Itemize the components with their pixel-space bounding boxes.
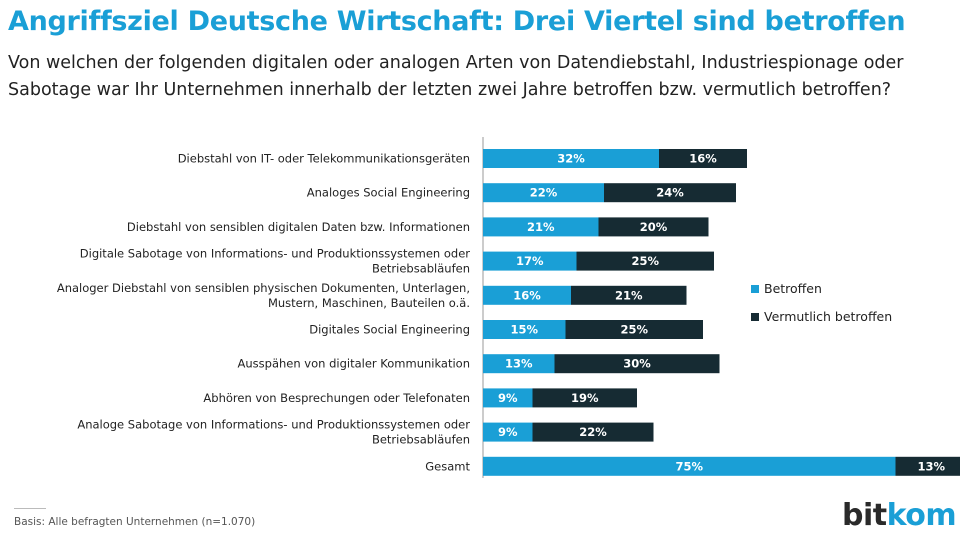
data-label: 16% — [689, 152, 717, 166]
bar-betroffen — [483, 320, 566, 339]
bar-vermutlich-betroffen — [598, 217, 709, 237]
category-label: Diebstahl von sensiblen digitalen Daten … — [127, 220, 470, 234]
category-label: Diebstahl von IT- oder Telekommunikation… — [178, 152, 470, 166]
legend-label: Betroffen — [764, 281, 822, 296]
bitkom-logo: bitkom — [842, 498, 957, 533]
category-label: Digitale Sabotage von Informations- und … — [80, 247, 470, 276]
category-label-line: Digitales Social Engineering — [309, 323, 470, 337]
category-label: Abhören von Besprechungen oder Telefonat… — [203, 391, 470, 405]
data-label: 13% — [917, 459, 945, 473]
data-label: 21% — [527, 220, 555, 234]
category-label-line: Abhören von Besprechungen oder Telefonat… — [203, 391, 470, 405]
bar-vermutlich-betroffen — [895, 456, 960, 476]
chart-title: Angriffsziel Deutsche Wirtschaft: Drei V… — [8, 6, 906, 37]
data-label: 22% — [579, 425, 607, 439]
bar-vermutlich-betroffen — [532, 388, 637, 408]
category-label-line: Mustern, Maschinen, Bauteilen o.ä. — [268, 296, 470, 310]
bar-vermutlich-betroffen — [604, 183, 736, 203]
bar-vermutlich-betroffen — [565, 320, 703, 339]
bar-betroffen — [483, 285, 571, 305]
category-label: Gesamt — [425, 459, 470, 473]
data-label: 22% — [530, 186, 558, 200]
data-label: 9% — [498, 391, 518, 405]
footer-basis: Basis: Alle befragten Unternehmen (n=1.0… — [14, 516, 256, 528]
data-label: 15% — [510, 323, 538, 337]
category-label: Analoge Sabotage von Informations- und P… — [77, 418, 470, 447]
bar-betroffen — [483, 422, 533, 442]
data-label: 32% — [557, 152, 585, 166]
bar-betroffen — [483, 456, 896, 476]
footer-divider — [14, 508, 46, 509]
category-label-line: Analoge Sabotage von Informations- und P… — [77, 418, 470, 432]
data-label: 13% — [505, 357, 533, 371]
chart-subtitle: Von welchen der folgenden digitalen oder… — [8, 53, 904, 100]
data-label: 75% — [675, 459, 703, 473]
category-label: Analoger Diebstahl von sensiblen physisc… — [57, 281, 470, 310]
bar-betroffen — [483, 388, 533, 408]
bar-betroffen — [483, 217, 599, 237]
data-label: 20% — [640, 220, 668, 234]
data-label: 24% — [656, 186, 684, 200]
category-label: Ausspähen von digitaler Kommunikation — [238, 357, 471, 371]
category-label-line: Gesamt — [425, 459, 470, 473]
bar-vermutlich-betroffen — [554, 354, 720, 374]
data-label: 16% — [513, 288, 541, 302]
bar-vermutlich-betroffen — [659, 149, 747, 168]
category-label-line: Analoger Diebstahl von sensiblen physisc… — [57, 281, 470, 295]
legend-label: Vermutlich betroffen — [764, 309, 892, 324]
bar-betroffen — [483, 251, 577, 271]
bar-vermutlich-betroffen — [532, 422, 654, 442]
category-label: Analoges Social Engineering — [307, 186, 470, 200]
category-label-line: Betriebsabläufen — [372, 262, 470, 276]
bar-betroffen — [483, 149, 659, 168]
bar-vermutlich-betroffen — [571, 285, 687, 305]
category-label: Digitales Social Engineering — [309, 323, 470, 337]
data-label: 25% — [631, 254, 659, 268]
data-label: 17% — [516, 254, 544, 268]
bar-betroffen — [483, 354, 555, 374]
bar-betroffen — [483, 183, 604, 203]
data-label: 30% — [623, 357, 651, 371]
data-label: 25% — [620, 323, 648, 337]
category-label-line: Betriebsabläufen — [372, 433, 470, 447]
data-label: 19% — [571, 391, 599, 405]
category-label-line: Ausspähen von digitaler Kommunikation — [238, 357, 471, 371]
legend-swatch — [751, 285, 759, 293]
data-label: 9% — [498, 425, 518, 439]
data-label: 21% — [615, 288, 643, 302]
category-label-line: Analoges Social Engineering — [307, 186, 470, 200]
category-label-line: Diebstahl von IT- oder Telekommunikation… — [178, 152, 470, 166]
category-label-line: Diebstahl von sensiblen digitalen Daten … — [127, 220, 470, 234]
legend-swatch — [751, 313, 759, 321]
category-label-line: Digitale Sabotage von Informations- und … — [80, 247, 470, 261]
bar-vermutlich-betroffen — [576, 251, 714, 271]
